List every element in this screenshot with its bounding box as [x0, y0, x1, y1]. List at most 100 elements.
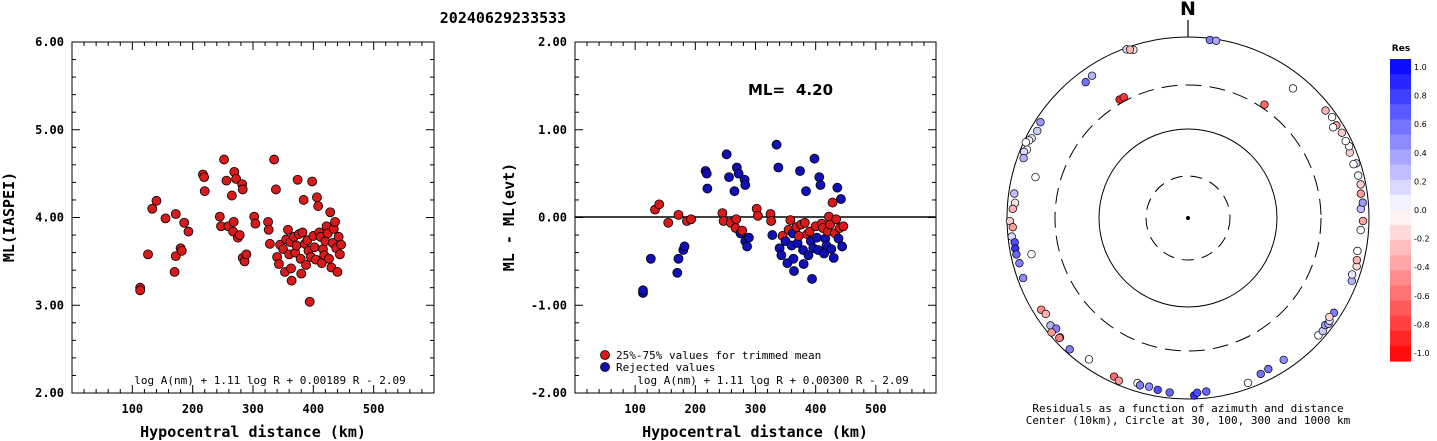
station-point	[1144, 382, 1154, 391]
data-point	[334, 249, 345, 260]
rejected-point	[798, 259, 809, 269]
station-point	[1015, 259, 1024, 268]
axis-ticks: 100 200 300 400 500 2.00 3.00 4.00 5.00 6.00	[35, 35, 434, 416]
x-tick-label: 500	[363, 402, 385, 416]
data-point	[283, 224, 293, 235]
accepted-point	[753, 210, 763, 221]
rejected-point	[832, 182, 843, 193]
data-point	[234, 230, 245, 240]
data-point	[241, 249, 252, 260]
ring-300km	[1054, 84, 1322, 352]
station-point	[1356, 180, 1365, 189]
data-point	[263, 224, 274, 235]
accepted-point	[785, 215, 796, 226]
x-tick-label: 400	[302, 402, 324, 416]
epicenter-dot	[1186, 216, 1190, 220]
x-axis-label: Hypocentral distance (km)	[642, 423, 868, 441]
legend-marker-rejected	[600, 362, 610, 372]
station-point	[1327, 112, 1337, 122]
rejected-point	[826, 244, 837, 254]
rejected-point	[767, 230, 778, 240]
colorbar-swatch	[1390, 119, 1411, 136]
data-point	[170, 209, 181, 219]
rejected-point	[837, 241, 848, 252]
rejected-point	[815, 180, 826, 190]
data-point	[264, 238, 275, 249]
colorbar-tick-label: -0.6	[1414, 292, 1430, 301]
data-point	[298, 195, 309, 205]
colorbar-tick-label: 0.2	[1414, 177, 1427, 186]
accepted-point	[686, 214, 697, 225]
data-point	[169, 267, 180, 277]
axis-ticks: 100 200 300 400 500 -2.00 -1.00 0.00 1.00 2.00	[531, 35, 936, 416]
rejected-point	[795, 166, 805, 176]
data-point	[183, 226, 194, 237]
station-points	[1005, 35, 1368, 400]
data-point	[237, 184, 248, 195]
rejected-point	[811, 232, 822, 243]
data-points	[135, 154, 346, 307]
rejected-point	[672, 267, 683, 278]
data-points	[638, 139, 849, 298]
colorbar-swatch	[1390, 330, 1411, 347]
data-point	[160, 213, 171, 224]
colorbar-swatch	[1390, 149, 1411, 166]
x-tick-label: 400	[805, 402, 827, 416]
colorbar-swatch	[1390, 210, 1411, 226]
station-point	[1356, 189, 1365, 198]
rejected-point	[673, 253, 684, 264]
station-point	[1065, 345, 1074, 354]
x-tick-label: 100	[624, 402, 646, 416]
data-point	[269, 154, 280, 165]
ring-30km	[1145, 175, 1231, 261]
colorbar-swatch	[1390, 89, 1411, 105]
rejected-point	[773, 162, 784, 173]
colorbar-tick-label: -0.2	[1414, 235, 1430, 244]
data-point	[250, 218, 261, 229]
station-point	[1021, 138, 1030, 147]
y-tick-label: -1.00	[531, 298, 567, 312]
station-point	[1349, 160, 1358, 169]
colorbar-swatch	[1390, 194, 1411, 211]
station-point	[1353, 246, 1362, 256]
station-point	[1008, 223, 1017, 232]
station-point	[1288, 84, 1298, 93]
rejected-point	[721, 149, 732, 160]
x-tick-label: 300	[242, 402, 264, 416]
station-point	[1243, 378, 1253, 388]
data-point	[286, 275, 297, 286]
station-point	[1321, 106, 1330, 115]
colorbar-swatch	[1390, 59, 1411, 75]
station-point	[1008, 204, 1017, 213]
data-point	[301, 259, 311, 270]
station-point	[1264, 364, 1273, 374]
colorbar-swatch	[1390, 315, 1411, 332]
data-point	[176, 245, 187, 256]
data-point	[312, 192, 322, 203]
ml-label: ML=	[748, 81, 785, 99]
data-point	[274, 259, 284, 269]
colorbar: 1.0 0.8 0.6 0.4 0.2 0.0 -0.2 -0.4 -0.6 -0.8 -1.0	[1390, 59, 1430, 362]
data-point	[135, 285, 146, 296]
colorbar-swatch	[1390, 240, 1411, 256]
rejected-point	[836, 194, 846, 204]
station-point	[1325, 312, 1334, 322]
accepted-point	[731, 214, 742, 225]
y-tick-label: 2.00	[538, 35, 567, 49]
station-point	[1081, 78, 1090, 87]
y-tick-label: 3.00	[35, 298, 64, 312]
colorbar-swatch	[1390, 134, 1411, 151]
station-point	[1328, 123, 1338, 132]
rejected-point	[803, 250, 814, 261]
station-point	[1352, 255, 1362, 265]
data-point	[291, 240, 302, 251]
station-point	[1010, 189, 1019, 198]
data-point	[221, 175, 232, 186]
accepted-point	[766, 216, 777, 226]
y-tick-label: 6.00	[35, 35, 64, 49]
station-point	[1153, 385, 1162, 395]
ring-100km	[1098, 128, 1278, 308]
station-point	[1114, 376, 1124, 385]
y-axis-label: ML(IASPEI)	[0, 172, 18, 262]
